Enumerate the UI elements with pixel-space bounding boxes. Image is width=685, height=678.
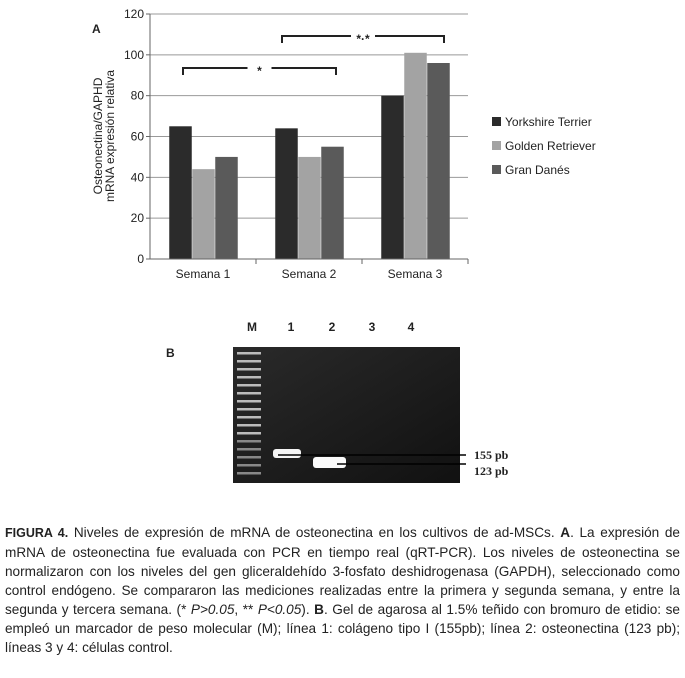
panel-label: A bbox=[92, 22, 101, 36]
bar bbox=[215, 156, 238, 259]
legend-swatch bbox=[492, 141, 501, 150]
lane-label: M bbox=[247, 320, 257, 334]
lane-label: 4 bbox=[408, 320, 415, 334]
ladder-band bbox=[237, 472, 261, 475]
ladder-band bbox=[237, 416, 261, 419]
band-label: 123 pb bbox=[474, 464, 509, 478]
caption-text: A bbox=[560, 525, 571, 540]
ladder-band bbox=[237, 392, 261, 395]
y-axis-label: mRNA expresión relativa bbox=[103, 70, 117, 202]
lane-label: 2 bbox=[329, 320, 336, 334]
y-tick-label: 100 bbox=[124, 48, 144, 62]
ladder-band bbox=[237, 456, 261, 459]
caption-text: P>0.05 bbox=[190, 602, 235, 617]
y-tick-label: 80 bbox=[131, 89, 145, 103]
ladder-band bbox=[237, 360, 261, 363]
ladder-band bbox=[237, 400, 261, 403]
caption-text: ). bbox=[301, 602, 315, 617]
gel-band bbox=[313, 457, 346, 468]
legend-label: Yorkshire Terrier bbox=[505, 115, 592, 129]
ladder-band bbox=[237, 448, 261, 451]
band-label: 155 pb bbox=[474, 448, 509, 462]
y-tick-label: 0 bbox=[137, 252, 144, 266]
bar bbox=[192, 169, 215, 259]
ladder-band bbox=[237, 384, 261, 387]
significance-label: *·* bbox=[356, 32, 370, 46]
y-tick-label: 120 bbox=[124, 7, 144, 21]
bracket-gap bbox=[247, 65, 272, 71]
ladder-band bbox=[237, 352, 261, 355]
x-tick-label: Semana 1 bbox=[176, 267, 231, 281]
caption-text: , ** bbox=[234, 602, 258, 617]
significance-label: * bbox=[257, 64, 262, 78]
bar bbox=[404, 52, 427, 259]
legend-label: Gran Danés bbox=[505, 163, 570, 177]
panel-label: B bbox=[166, 346, 175, 360]
ladder-band bbox=[237, 408, 261, 411]
lane-label: 3 bbox=[369, 320, 376, 334]
y-tick-label: 40 bbox=[131, 170, 145, 184]
gel-image bbox=[233, 347, 460, 483]
y-tick-label: 60 bbox=[131, 130, 145, 144]
gel-band bbox=[273, 449, 301, 458]
caption: FIGURA 4. Niveles de expresión de mRNA d… bbox=[5, 523, 680, 657]
bar bbox=[381, 95, 404, 260]
y-tick-label: 20 bbox=[131, 211, 145, 225]
bracket-gap bbox=[351, 33, 375, 39]
ladder-band bbox=[237, 432, 261, 435]
legend-swatch bbox=[492, 165, 501, 174]
ladder bbox=[237, 352, 261, 475]
x-tick-label: Semana 3 bbox=[388, 267, 443, 281]
bar bbox=[321, 146, 344, 259]
legend-label: Golden Retriever bbox=[505, 139, 596, 153]
caption-text: . Gel de agarosa al 1.5% teñido con brom… bbox=[5, 602, 680, 655]
caption-text: P<0.05 bbox=[257, 602, 302, 617]
bar bbox=[275, 128, 298, 259]
ladder-band bbox=[237, 376, 261, 379]
lane-label: 1 bbox=[288, 320, 295, 334]
x-tick-label: Semana 2 bbox=[282, 267, 337, 281]
bar bbox=[298, 156, 321, 259]
bar bbox=[169, 126, 192, 260]
ladder-band bbox=[237, 424, 261, 427]
ladder-band bbox=[237, 368, 261, 371]
caption-text: B bbox=[314, 602, 324, 617]
ladder-band bbox=[237, 440, 261, 443]
caption-text: FIGURA 4. bbox=[5, 526, 69, 540]
legend-swatch bbox=[492, 117, 501, 126]
caption-text: Niveles de expresión de mRNA de osteonec… bbox=[68, 525, 561, 540]
ladder-band bbox=[237, 464, 261, 467]
caption-text: . La expresión de mRNA de osteonectina f… bbox=[5, 525, 680, 617]
bar bbox=[427, 63, 450, 259]
y-axis-label: Osteonectina/GAPHD bbox=[91, 77, 105, 194]
